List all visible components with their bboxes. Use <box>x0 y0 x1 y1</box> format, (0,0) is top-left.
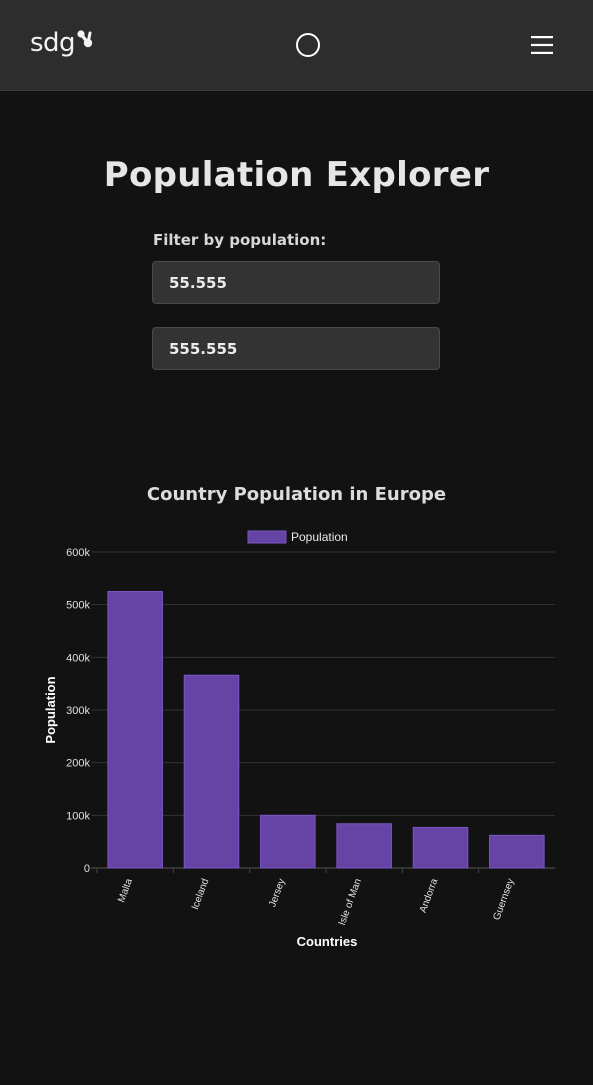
x-tick-label: Guernsey <box>491 877 516 922</box>
app-header: sdg <box>0 0 593 91</box>
bar-jersey <box>260 814 316 869</box>
x-tick-label: Jersey <box>267 877 287 908</box>
theme-toggle-circle-icon[interactable] <box>296 33 320 57</box>
population-bar-chart: Population 0 100k 200k 300k 400k 500k 600k Malta… <box>43 530 555 949</box>
y-axis-title: Population <box>43 676 58 743</box>
logo[interactable]: sdg <box>30 28 93 58</box>
y-tick-label: 300k <box>66 705 90 717</box>
max-population-input[interactable] <box>152 327 440 370</box>
hamburger-menu-icon[interactable] <box>528 31 556 59</box>
y-tick-label: 600k <box>66 547 90 559</box>
logo-mark-icon <box>77 30 93 48</box>
x-tick-label: Iceland <box>190 877 211 911</box>
page-title: Population Explorer <box>103 155 490 195</box>
x-tick-label: Isle of Man <box>337 877 364 927</box>
x-axis-title: Countries <box>297 934 358 949</box>
min-population-input[interactable] <box>152 261 440 304</box>
bar-malta <box>107 591 163 869</box>
y-tick-label: 100k <box>66 810 90 822</box>
y-tick-label: 500k <box>66 600 90 612</box>
y-tick-label: 0 <box>84 863 90 875</box>
legend-swatch <box>247 530 287 544</box>
logo-text: sdg <box>30 28 76 58</box>
bar-guernsey <box>489 834 545 869</box>
legend-label: Population <box>291 530 348 544</box>
chart-title: Country Population in Europe <box>146 484 447 505</box>
x-tick-label: Malta <box>116 877 135 904</box>
bar-isle-of-man <box>336 823 392 869</box>
bar-andorra <box>412 826 469 869</box>
y-tick-label: 400k <box>66 652 90 664</box>
bar-iceland <box>183 674 240 869</box>
y-tick-label: 200k <box>66 758 90 770</box>
x-tick-label: Andorra <box>418 877 441 915</box>
filter-label: Filter by population: <box>153 231 327 249</box>
